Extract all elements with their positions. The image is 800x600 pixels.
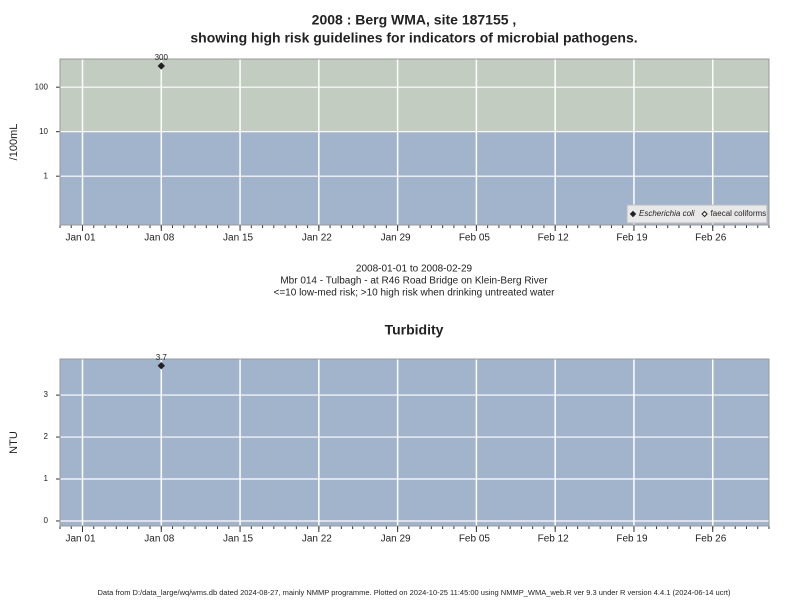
x-tick-label: Jan 15 [223,534,253,545]
data-label: 300 [155,53,169,62]
legend-box [626,204,768,224]
y-tick-label: 1 [44,474,49,483]
footer: Data from D:/data_large/wq/wms.db dated … [98,588,731,597]
data-point [157,62,165,70]
x-tick-label: Feb 12 [538,233,570,244]
x-tick-label: Jan 08 [144,233,174,244]
y-axis-label: NTU [8,431,20,454]
x-tick-label: Feb 19 [616,233,648,244]
x-tick-label: Feb 12 [538,534,570,545]
legend-marker [629,210,637,218]
y-tick-label: 1 [44,171,49,180]
chart-subtitle: showing high risk guidelines for indicat… [190,30,637,46]
legend-marker [701,210,708,218]
x-tick-label: Jan 15 [223,233,253,244]
x-tick-label: Jan 22 [302,233,332,244]
caption: <=10 low-med risk; >10 high risk when dr… [274,288,556,299]
caption: 2008-01-01 to 2008-02-29 [356,264,473,275]
y-tick-label: 10 [39,127,48,136]
y-tick-label: 3 [44,390,49,399]
x-tick-label: Jan 29 [381,233,411,244]
y-tick-label: 100 [35,82,49,91]
x-tick-label: Jan 22 [302,534,332,545]
plot-frame [59,358,770,527]
chart-title: Turbidity [385,322,444,338]
plot-frame [59,58,770,226]
caption: Mbr 014 - Tulbagh - at R46 Road Bridge o… [280,276,548,287]
x-tick-label: Feb 05 [459,534,491,545]
x-tick-label: Jan 01 [65,233,95,244]
x-tick-label: Jan 08 [144,534,174,545]
y-axis-label: /100mL [8,124,20,161]
high-risk-band [60,59,769,132]
y-tick-label: 0 [44,516,49,525]
y-tick-label: 2 [44,432,49,441]
legend: Escherichia coli faecal coliforms [626,204,768,224]
chart-title: 2008 : Berg WMA, site 187155 , [312,12,517,28]
x-tick-label: Jan 01 [65,534,95,545]
x-tick-label: Feb 26 [695,233,727,244]
x-tick-label: Feb 26 [695,534,727,545]
data-label: 3.7 [156,353,168,362]
legend-label: Escherichia coli [639,209,695,218]
legend-label: faecal coliforms [711,209,767,218]
x-tick-label: Feb 19 [616,534,648,545]
data-point [157,362,165,370]
x-tick-label: Jan 29 [381,534,411,545]
x-tick-label: Feb 05 [459,233,491,244]
plot-background [60,359,769,526]
